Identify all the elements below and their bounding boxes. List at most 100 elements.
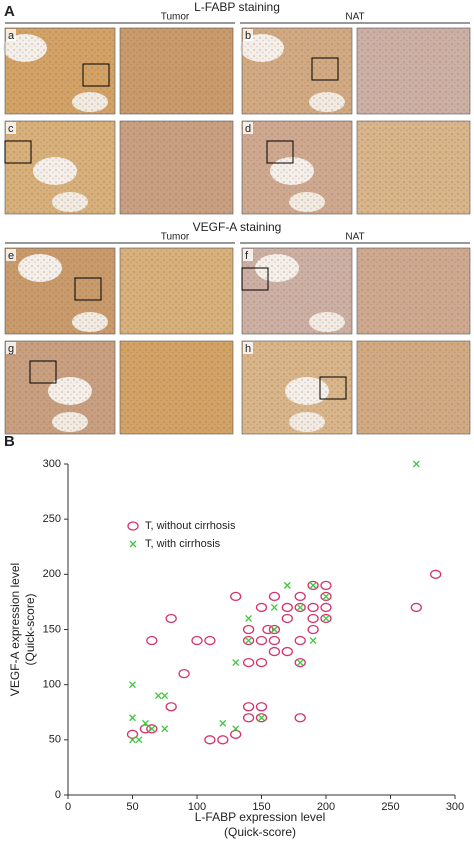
panel-letter-bg bbox=[243, 29, 253, 41]
point bbox=[281, 646, 293, 657]
panel-letter-bg bbox=[243, 342, 253, 354]
micrograph-texture bbox=[242, 248, 352, 334]
y-tick-label: 100 bbox=[43, 679, 61, 691]
section-title: L-FABP staining bbox=[194, 0, 280, 14]
point bbox=[232, 725, 240, 733]
point bbox=[412, 460, 420, 468]
point bbox=[255, 713, 268, 723]
point bbox=[230, 591, 242, 602]
point bbox=[320, 602, 332, 613]
point bbox=[129, 681, 136, 689]
inset-box bbox=[319, 376, 347, 400]
y-axis-title: (Quick-score) bbox=[23, 593, 37, 665]
y-tick-label: 0 bbox=[55, 789, 61, 801]
point bbox=[161, 725, 169, 733]
point bbox=[148, 725, 156, 733]
point bbox=[429, 569, 442, 579]
point bbox=[230, 729, 242, 739]
panel-letter: d bbox=[245, 123, 251, 135]
point bbox=[320, 580, 332, 591]
micrograph-texture bbox=[357, 248, 470, 334]
point bbox=[281, 613, 293, 624]
x-tick-label: 150 bbox=[252, 801, 270, 813]
micrograph-texture bbox=[242, 121, 352, 214]
x-tick-label: 200 bbox=[317, 801, 335, 813]
point bbox=[242, 635, 255, 646]
legend-marker bbox=[129, 540, 137, 548]
point bbox=[204, 735, 216, 745]
panel-letter: g bbox=[8, 343, 14, 355]
point bbox=[161, 692, 169, 700]
y-tick-label: 50 bbox=[49, 734, 61, 746]
micrograph-frame bbox=[119, 27, 234, 115]
point bbox=[283, 581, 291, 589]
y-axis-title: VEGF-A expression level bbox=[8, 563, 22, 696]
point bbox=[281, 602, 293, 613]
point bbox=[165, 702, 177, 712]
point bbox=[307, 580, 319, 591]
point bbox=[129, 736, 136, 744]
micrograph-frame bbox=[356, 247, 471, 335]
point bbox=[242, 657, 255, 668]
micrograph-texture bbox=[5, 341, 115, 434]
micrograph-texture bbox=[242, 28, 352, 114]
micrograph-frame bbox=[4, 27, 116, 115]
micrograph-frame bbox=[241, 340, 353, 435]
panel-letter: b bbox=[245, 30, 251, 42]
point bbox=[268, 646, 281, 657]
micrograph-frame bbox=[119, 120, 234, 215]
micrograph-frame bbox=[4, 247, 116, 335]
column-label: Tumor bbox=[161, 232, 190, 243]
point bbox=[320, 591, 332, 602]
point bbox=[322, 615, 330, 622]
panel-letter-bg bbox=[243, 249, 253, 261]
micrograph-frame bbox=[356, 27, 471, 115]
micrograph-frame bbox=[356, 120, 471, 215]
legend-label: T, without cirrhosis bbox=[145, 520, 236, 532]
panel-letter-bg bbox=[6, 342, 16, 354]
inset-box bbox=[266, 140, 294, 164]
legend-marker bbox=[127, 521, 139, 531]
micrograph-frame bbox=[241, 247, 353, 335]
panel-letter: e bbox=[8, 250, 14, 262]
panel-letter-bg bbox=[6, 249, 16, 261]
point bbox=[146, 635, 158, 646]
y-tick-label: 250 bbox=[43, 513, 61, 525]
micrograph-frame bbox=[119, 340, 234, 435]
panel-letter-bg bbox=[6, 29, 16, 41]
y-tick-label: 150 bbox=[43, 623, 61, 635]
point bbox=[268, 635, 281, 646]
point bbox=[245, 637, 253, 644]
point bbox=[268, 624, 281, 635]
micrograph-texture bbox=[5, 121, 115, 214]
point bbox=[294, 713, 306, 723]
point bbox=[232, 659, 240, 667]
x-axis-title: (Quick-score) bbox=[224, 825, 296, 839]
point bbox=[126, 729, 139, 739]
point bbox=[141, 719, 149, 727]
inset-box bbox=[311, 57, 339, 81]
point bbox=[129, 714, 136, 722]
point bbox=[307, 602, 319, 613]
point bbox=[178, 668, 190, 679]
point bbox=[322, 592, 330, 600]
point bbox=[217, 735, 229, 745]
inset-box bbox=[74, 277, 102, 301]
panel-letter: c bbox=[8, 123, 14, 135]
point bbox=[307, 624, 319, 635]
panel-letter-bg bbox=[243, 122, 253, 134]
panel-letter-bg bbox=[6, 122, 16, 134]
panel-letter: h bbox=[245, 343, 251, 355]
column-label: Tumor bbox=[161, 12, 190, 23]
micrograph-frame bbox=[241, 120, 353, 215]
micrograph-texture bbox=[120, 121, 233, 214]
x-tick-label: 250 bbox=[381, 801, 399, 813]
y-tick-label: 300 bbox=[43, 458, 61, 470]
micrograph-texture bbox=[242, 341, 352, 434]
panel-label: B bbox=[4, 433, 15, 450]
point bbox=[296, 659, 304, 667]
inset-box bbox=[241, 267, 269, 291]
panel-letter: a bbox=[8, 30, 15, 42]
point bbox=[242, 624, 255, 635]
section-title: VEGF-A staining bbox=[193, 220, 282, 234]
